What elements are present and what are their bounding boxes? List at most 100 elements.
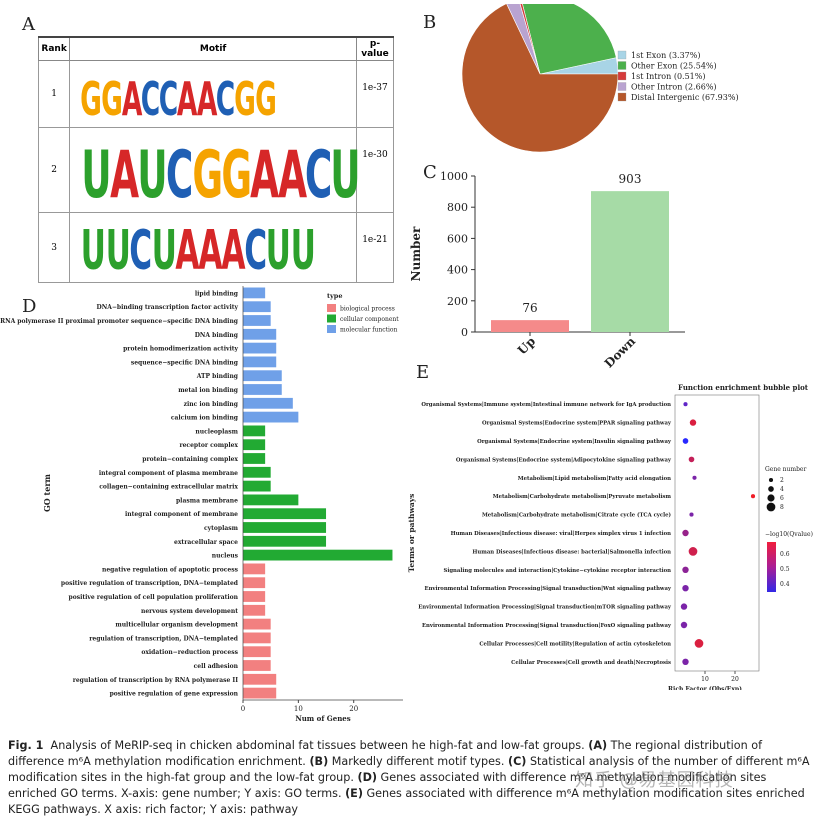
legend-label: 1st Intron (0.51%) (631, 72, 705, 81)
color-legend-label: 0.5 (780, 566, 790, 573)
size-legend-dot (767, 494, 775, 502)
go-bar (243, 480, 271, 492)
go-bar (243, 425, 266, 437)
go-bar (243, 549, 393, 561)
motif-letter: G (234, 73, 256, 128)
go-bar (243, 397, 293, 409)
caption-ref-d: (D) (357, 771, 377, 784)
motif-letter: A (277, 137, 307, 214)
go-term-label: DNA binding (195, 332, 239, 339)
go-term-label: calcium ion binding (171, 415, 239, 422)
caption-text-1: Analysis of MeRIP-seq in chicken abdomin… (50, 739, 589, 752)
pvalue-cell: 1e-30 (355, 127, 395, 213)
motif-letter: A (198, 219, 223, 283)
motif-letter: A (175, 219, 200, 283)
go-term-label: cytoplasm (204, 525, 239, 532)
motif-letter: A (221, 219, 246, 283)
motif-letter: U (81, 137, 112, 214)
pathway-label: Environmental Information Processing|Sig… (425, 586, 672, 592)
bubble (683, 402, 688, 407)
pathway-label: Organismal Systems|Immune system|Intesti… (421, 402, 671, 408)
color-legend-bar (767, 542, 776, 592)
motif-row: 1 G G A C C A A C G G 1e-37 (37, 60, 395, 128)
go-term-label: protein homodimerization activity (123, 346, 238, 353)
caption-ref-b: (B) (309, 755, 329, 768)
go-bar (243, 618, 271, 630)
size-legend-dot (768, 477, 774, 483)
panel-letter-b: B (423, 12, 437, 33)
color-legend-label: 0.6 (780, 551, 790, 558)
motif-letter: U (105, 219, 131, 283)
caption-ref-c: (C) (507, 755, 527, 768)
go-bar (243, 673, 277, 685)
size-legend-label: 8 (780, 504, 784, 511)
legend-label: cellular component (340, 316, 399, 323)
go-term-label: metal ion binding (178, 387, 239, 394)
bar-up (491, 320, 569, 332)
y-axis-label: GO term (42, 473, 52, 512)
caption-text-a: The regional distribution of difference … (8, 739, 763, 768)
motif-table-panel: Rank Motif p-value 1 G G A C C A A C G G 1e-37 2 U A U C… (37, 36, 395, 283)
pathway-label: Organismal Systems|Endocrine system|PPAR… (482, 421, 672, 427)
go-term-label: nervous system development (141, 608, 238, 615)
motif-letter: G (80, 73, 103, 128)
plot-area (674, 394, 760, 672)
go-bar (243, 563, 266, 575)
go-term-label: negative regulation of apoptotic process (102, 566, 239, 573)
pathway-label: Cellular Processes|Cell motility|Regulat… (479, 641, 671, 647)
go-bar (243, 494, 299, 506)
motif-letter: U (290, 219, 316, 283)
motif-letter: C (244, 219, 268, 283)
go-bar (243, 453, 266, 464)
bubble (682, 658, 689, 665)
go-term-label: receptor complex (179, 442, 238, 449)
motif-letter: G (221, 137, 253, 214)
go-term-label: regulation of transcription by RNA polym… (73, 677, 238, 684)
bar-down (591, 191, 669, 332)
motif-letter: C (166, 137, 194, 214)
bubble (694, 639, 704, 648)
motif-letter: A (122, 73, 143, 128)
size-legend-title: Gene number (765, 466, 806, 473)
x-tick-label: 20 (731, 676, 739, 683)
go-term-label: positive regulation of gene expression (110, 691, 239, 698)
bubble (689, 512, 694, 517)
chart-title: Function enrichment bubble plot (678, 383, 809, 392)
y-tick-label: 400 (447, 264, 468, 277)
pie-chart: 1st Exon (3.37%) Other Exon (25.54%)1st I… (461, 4, 739, 153)
bubble (680, 621, 688, 629)
caption-text-b: Markedly different motif types. (328, 755, 508, 768)
go-term-label: positive regulation of cell population p… (69, 594, 239, 601)
legend-swatch (617, 92, 627, 102)
panel-letter-d: D (22, 296, 37, 317)
x-axis-label: Rich Factor (Obs/Exp) (668, 686, 742, 690)
go-bar (243, 384, 282, 395)
go-term-label: protein−containing complex (142, 456, 238, 463)
go-bar (243, 342, 277, 354)
legend-swatch (617, 50, 627, 60)
x-tick-label: 0 (241, 705, 245, 713)
motif-letter: C (304, 137, 333, 214)
bubble (688, 456, 695, 463)
y-axis-label: Terms or pathways (407, 494, 416, 573)
caption-ref-e: (E) (345, 787, 363, 800)
go-term-label: nucleoplasm (195, 428, 238, 435)
x-tick-label: 20 (349, 705, 358, 713)
x-axis-label: Num of Genes (295, 714, 350, 723)
pathway-label: Metabolism|Lipid metabolism|Fatty acid e… (518, 476, 671, 482)
legend-swatch (327, 325, 336, 333)
motif-letter: G (254, 73, 277, 128)
bubble (688, 547, 698, 556)
motif-table: Rank Motif p-value 1 G G A C C A A C G G 1e-37 2 U A U C… (37, 36, 395, 283)
motif-letter: A (110, 137, 140, 214)
go-term-label: cell adhesion (194, 663, 239, 670)
pie-slice (522, 4, 617, 75)
motif-letter: G (101, 73, 124, 128)
go-term-label: lipid binding (195, 290, 239, 297)
bubble (689, 419, 697, 426)
motif-letter: A (196, 73, 218, 128)
x-tick-label: Up (515, 334, 538, 357)
motif-letter: U (137, 137, 169, 214)
